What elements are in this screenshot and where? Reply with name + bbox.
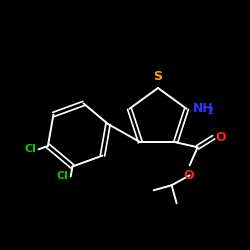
Text: S: S	[154, 70, 162, 83]
Text: NH: NH	[192, 102, 213, 115]
Text: O: O	[216, 131, 226, 144]
Text: 2: 2	[208, 107, 214, 116]
Text: Cl: Cl	[57, 171, 69, 181]
Text: O: O	[183, 169, 194, 182]
Text: Cl: Cl	[25, 144, 36, 154]
